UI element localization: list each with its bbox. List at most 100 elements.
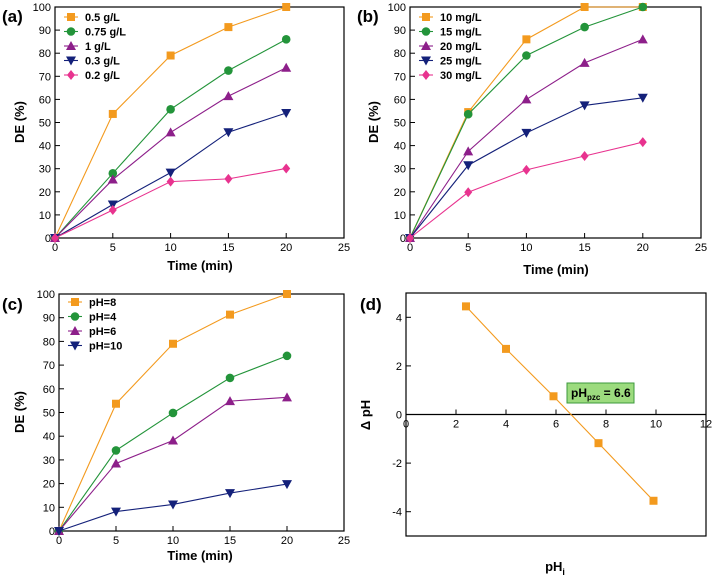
panel-a-ytick-label: 80 [39,48,51,60]
panel-b-ytick-label: 30 [394,164,406,176]
panel-c-data-point [283,290,291,298]
panel-b-xtick-label: 0 [407,242,413,254]
panel-b-data-point [522,51,531,60]
panel-c-legend-label: pH=4 [89,312,117,324]
panel-b-ytick-label: 20 [394,187,406,199]
panel-a-data-point [107,200,118,210]
panel-b-ytick-label: 50 [394,118,406,130]
panel-c-ytick-label: 40 [43,431,55,443]
panel-a: (a) Time (min) DE (%) 0 5 10 15 20 25 0 10 20 30 4… [2,2,350,273]
panel-c-ytick-label: 0 [49,526,55,538]
panel-a-legend-label: 0.2 g/L [85,70,120,82]
panel-c-data-point [111,507,121,517]
panel-a-xtick-label: 20 [280,242,292,254]
panel-a-legend-label: 0.3 g/L [85,56,120,68]
panel-d-xtick-label: 8 [603,419,609,431]
panel-a-legend-marker [66,56,76,66]
panel-b-xtick-label: 10 [520,242,532,254]
panel-b-data-point [521,128,532,138]
panel-a-legend-marker [66,27,76,36]
panel-b-ylabel: DE (%) [366,101,381,143]
panel-a-data-point [223,91,234,101]
panel-a-legend-marker [67,13,75,21]
panel-b-legend-marker [421,56,431,66]
panel-c-ytick-label: 80 [43,336,55,348]
panel-c-ytick-label: 50 [43,408,55,420]
panel-c-legend-marker [70,326,80,335]
panel-b-data-point [406,233,414,243]
panel-a-xtick-label: 10 [164,242,176,254]
panel-d: (d) pHi Δ pH 0 2 4 6 8 10 12 -4 -2 0 2 4 pHpzc = 6.6 [358,292,712,576]
panel-b-legend-label: 15 mg/L [440,27,482,39]
panel-b-ytick-label: 100 [388,2,406,14]
panel-c-ytick-label: 20 [43,479,55,491]
panel-a-data-point [108,169,118,178]
panel-a-ytick-label: 90 [39,25,51,37]
panel-b-data-point [580,150,589,161]
panel-c-xtick-label: 10 [167,535,179,547]
panel-d-xtick-label: 4 [503,419,509,431]
panel-a-data-point [281,109,292,119]
panel-b-legend-label: 25 mg/L [440,56,482,68]
panel-b-ytick-label: 90 [394,25,406,37]
panel-d-label: (d) [360,295,382,314]
panel-c-xlabel: Time (min) [167,548,233,563]
panel-a-label: (a) [2,7,23,26]
panel-d-pzc-box [566,382,635,404]
panel-b-data-point [522,35,531,44]
panel-b-data-point [463,109,473,119]
panel-a-data-point [107,174,118,184]
panel-a-data-point [108,205,117,216]
panel-a-legend-label: 1 g/L [85,41,111,53]
panel-a-data-point [224,173,233,184]
panel-b-ytick-label: 40 [394,141,406,153]
panel-d-xtick-label: 6 [553,419,559,431]
panel-a-data-point [282,163,291,174]
panel-d-ytick-label: -2 [392,458,402,470]
panel-c-data-point [54,527,64,536]
panel-a-ytick-label: 40 [39,141,51,153]
panel-b-ytick-label: 0 [400,233,406,245]
panel-c-ytick-label: 70 [43,360,55,372]
panel-a-legend-label: 0.75 g/L [85,27,126,39]
panel-a-data-point [166,51,175,60]
panel-d-pzc-label: pHpzc = 6.6 [571,386,631,402]
panel-c-series-line [58,396,288,532]
panel-b-data-point [463,161,474,171]
panel-a-ytick-label: 100 [33,2,51,14]
panel-b-data-point [521,94,532,104]
panel-d-ytick-label: -4 [392,507,402,519]
panel-a-data-point [108,109,117,118]
panel-b-xtick-label: 15 [578,242,590,254]
panel-d-xtick-label: 0 [403,419,409,431]
panel-c-label: (c) [2,295,23,314]
panel-d-ytick-label: 0 [396,410,402,422]
panel-b-legend-marker [422,13,430,21]
panel-b-ytick-label: 60 [394,94,406,106]
panel-c-data-point [111,446,121,455]
panel-d-xtick-label: 12 [700,419,712,431]
panel-b-label: (b) [357,7,379,26]
panel-c-data-point [225,489,235,499]
panel-c-ytick-label: 30 [43,455,55,467]
panel-b-xtick-label: 20 [637,242,649,254]
panel-c-xtick-label: 20 [281,535,293,547]
panel-c-legend-label: pH=8 [89,297,116,309]
panel-c-data-point [225,396,235,406]
panel-b-ytick-label: 10 [394,210,406,222]
panel-d-series-line [465,305,654,502]
panel-b-legend-label: 10 mg/L [440,12,482,24]
panel-a-data-point [281,62,292,72]
panel-c-xtick-label: 5 [113,535,119,547]
panel-c-legend-marker [70,341,80,351]
panel-a-data-point [224,66,233,75]
panel-b-ytick-label: 80 [394,48,406,60]
panel-c-data-point [169,339,177,348]
panel-b-xlabel: Time (min) [523,262,589,277]
panel-b-series-line [409,141,643,239]
panel-a-ytick-label: 10 [39,210,51,222]
panel-b-xtick-label: 5 [465,242,471,254]
panel-b-legend-marker [421,41,431,50]
panel-d-ytick-label: 2 [396,361,402,373]
